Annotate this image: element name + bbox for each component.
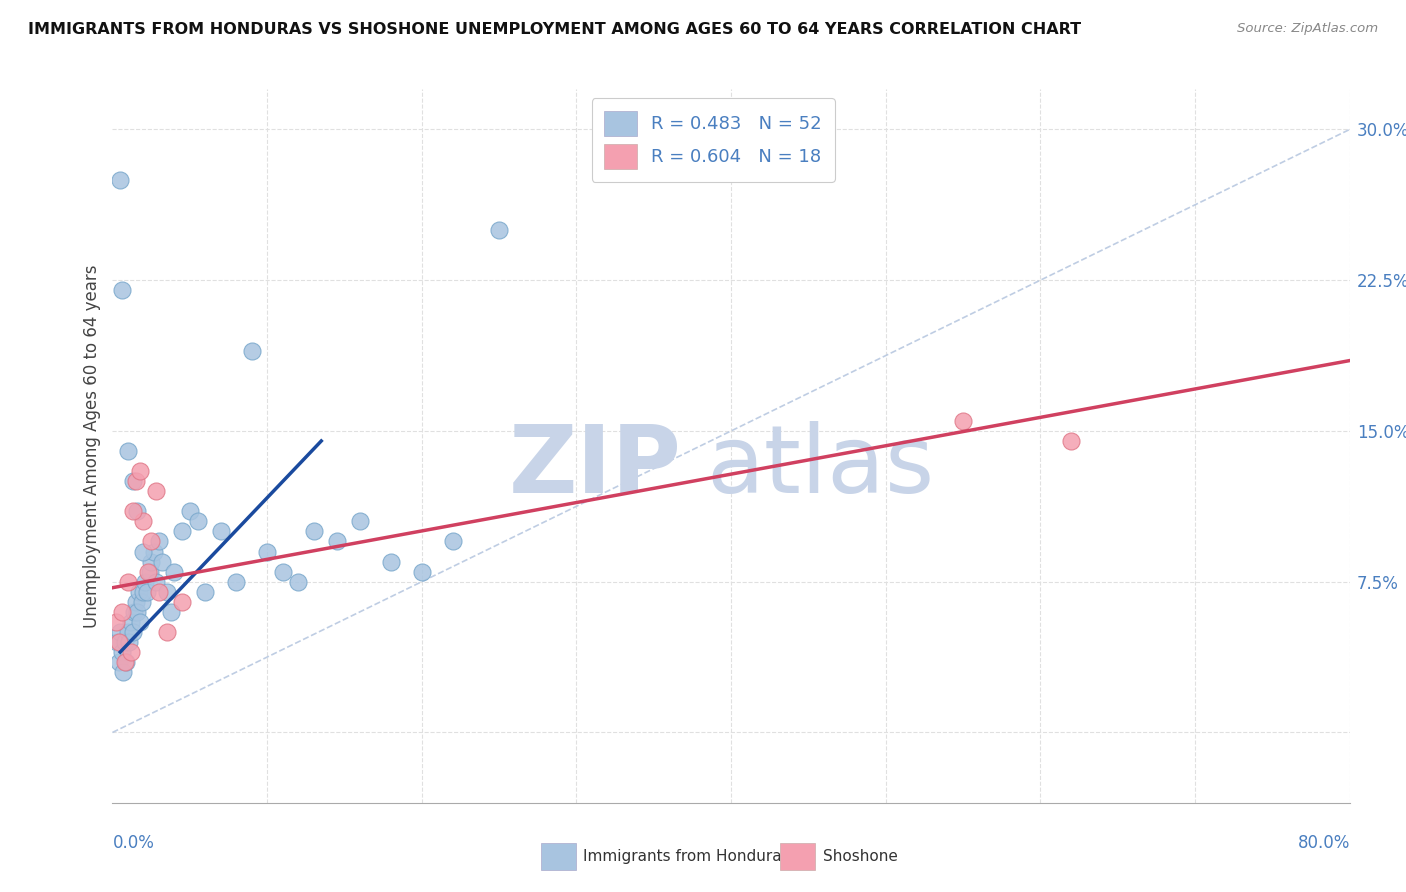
Y-axis label: Unemployment Among Ages 60 to 64 years: Unemployment Among Ages 60 to 64 years bbox=[83, 264, 101, 628]
Point bbox=[186, 515, 209, 529]
Point bbox=[110, 172, 132, 186]
Point bbox=[240, 343, 263, 358]
Point bbox=[105, 635, 128, 649]
Point bbox=[287, 574, 309, 589]
Point bbox=[145, 484, 167, 499]
Text: Immigrants from Honduras: Immigrants from Honduras bbox=[583, 849, 790, 863]
Point bbox=[380, 555, 402, 569]
Point bbox=[115, 655, 138, 669]
Point bbox=[141, 534, 163, 549]
Point bbox=[132, 584, 155, 599]
Point bbox=[127, 504, 149, 518]
Point bbox=[194, 584, 217, 599]
Point bbox=[160, 605, 183, 619]
Text: 80.0%: 80.0% bbox=[1298, 834, 1350, 852]
Point bbox=[124, 474, 148, 488]
Point bbox=[138, 565, 160, 579]
Point bbox=[114, 635, 136, 649]
Point bbox=[120, 645, 142, 659]
Text: ZIP: ZIP bbox=[509, 421, 682, 514]
Point bbox=[1060, 434, 1083, 448]
Point bbox=[111, 605, 134, 619]
Point bbox=[121, 504, 143, 518]
Text: Source: ZipAtlas.com: Source: ZipAtlas.com bbox=[1237, 22, 1378, 36]
Point bbox=[131, 595, 153, 609]
Text: atlas: atlas bbox=[706, 421, 935, 514]
Point bbox=[107, 635, 129, 649]
Point bbox=[136, 565, 159, 579]
Point bbox=[107, 655, 129, 669]
Point bbox=[104, 615, 127, 629]
Point bbox=[145, 574, 167, 589]
Point bbox=[271, 565, 294, 579]
Point bbox=[129, 615, 152, 629]
Point bbox=[124, 595, 148, 609]
Point bbox=[132, 544, 155, 558]
Point bbox=[118, 635, 141, 649]
Point bbox=[134, 574, 156, 589]
Text: 0.0%: 0.0% bbox=[112, 834, 155, 852]
Point bbox=[155, 584, 177, 599]
Point bbox=[349, 515, 371, 529]
Point bbox=[127, 605, 149, 619]
Point bbox=[117, 624, 139, 639]
Point bbox=[411, 565, 433, 579]
Point bbox=[163, 565, 186, 579]
Point bbox=[488, 223, 510, 237]
Point bbox=[117, 444, 139, 458]
Point bbox=[112, 665, 135, 680]
Point bbox=[148, 584, 170, 599]
Point bbox=[148, 534, 170, 549]
Point bbox=[128, 584, 150, 599]
Point bbox=[135, 584, 157, 599]
Point bbox=[150, 555, 173, 569]
Point bbox=[326, 534, 349, 549]
Point bbox=[114, 655, 136, 669]
Point bbox=[111, 645, 134, 659]
Point bbox=[209, 524, 232, 539]
Point bbox=[121, 474, 143, 488]
Point bbox=[117, 574, 139, 589]
Point bbox=[141, 555, 163, 569]
Point bbox=[110, 624, 132, 639]
Point bbox=[302, 524, 325, 539]
Point bbox=[143, 544, 166, 558]
Point bbox=[179, 504, 201, 518]
Point bbox=[256, 544, 278, 558]
Point bbox=[172, 524, 194, 539]
Point bbox=[952, 414, 974, 428]
Point bbox=[121, 624, 143, 639]
Point bbox=[132, 515, 155, 529]
Text: IMMIGRANTS FROM HONDURAS VS SHOSHONE UNEMPLOYMENT AMONG AGES 60 TO 64 YEARS CORR: IMMIGRANTS FROM HONDURAS VS SHOSHONE UNE… bbox=[28, 22, 1081, 37]
Point bbox=[172, 595, 194, 609]
Point bbox=[155, 624, 177, 639]
Point bbox=[129, 464, 152, 478]
Point bbox=[120, 615, 142, 629]
Point bbox=[225, 574, 247, 589]
Point bbox=[441, 534, 464, 549]
Legend: R = 0.483   N = 52, R = 0.604   N = 18: R = 0.483 N = 52, R = 0.604 N = 18 bbox=[592, 98, 835, 182]
Text: Shoshone: Shoshone bbox=[823, 849, 897, 863]
Point bbox=[122, 605, 145, 619]
Point bbox=[111, 283, 134, 297]
